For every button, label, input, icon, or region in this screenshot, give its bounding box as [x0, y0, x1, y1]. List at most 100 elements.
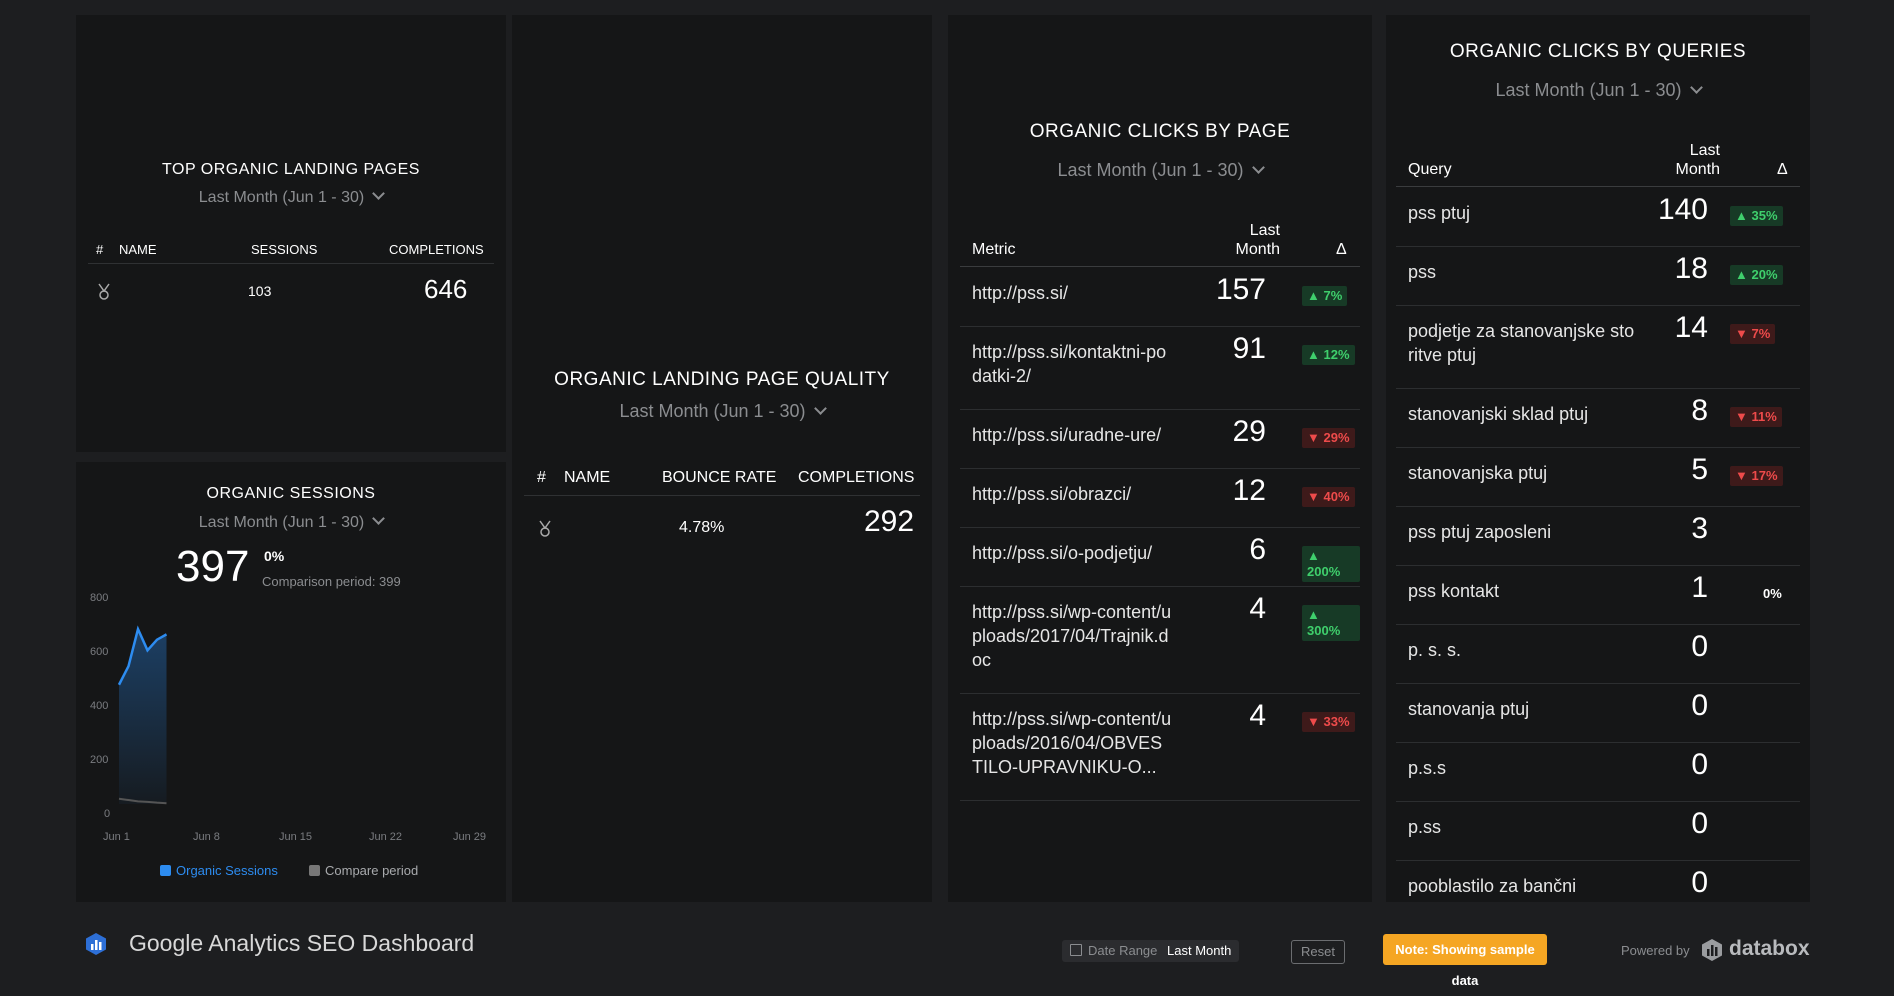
- date-range-control[interactable]: Date Range Last Month: [1062, 940, 1239, 962]
- sessions-value: 103: [248, 283, 271, 299]
- databox-brand[interactable]: databox: [1729, 937, 1810, 961]
- y-tick: 800: [90, 592, 108, 604]
- row-value: 4: [1249, 592, 1266, 626]
- panel-title: TOP ORGANIC LANDING PAGES: [76, 161, 506, 179]
- panel-title: ORGANIC CLICKS BY PAGE: [948, 121, 1372, 143]
- change-badge: ▼ 17%: [1730, 466, 1783, 486]
- col-header-bounce: BOUNCE RATE: [662, 469, 776, 487]
- date-label: Last Month (Jun 1 - 30): [1057, 160, 1243, 180]
- col-header-completions: COMPLETIONS: [389, 242, 484, 257]
- row-label: http://pss.si/: [972, 281, 1172, 305]
- checkbox-icon: [309, 865, 320, 876]
- col-header-delta: Δ: [1777, 161, 1788, 179]
- table-row[interactable]: http://pss.si/obrazci/12▼ 40%: [960, 468, 1360, 528]
- medal-icon: [537, 520, 553, 538]
- table-row[interactable]: stanovanja ptuj 0: [1396, 683, 1800, 743]
- change-badge: ▲ 300%: [1302, 605, 1360, 641]
- row-label: http://pss.si/o-podjetju/: [972, 541, 1172, 565]
- y-tick: 600: [90, 646, 108, 658]
- col-header-month: Month: [1664, 161, 1720, 179]
- series-area: [119, 629, 167, 804]
- panel-title: ORGANIC CLICKS BY QUERIES: [1386, 41, 1810, 63]
- databox-brand-icon: [1701, 938, 1723, 962]
- row-label: pss ptuj zaposleni: [1408, 520, 1638, 544]
- row-value: 0: [1691, 748, 1708, 782]
- col-header-index: #: [537, 469, 546, 487]
- x-tick: Jun 8: [193, 831, 220, 843]
- table-row[interactable]: http://pss.si/157 ▲ 7%: [960, 267, 1360, 327]
- date-selector[interactable]: Last Month (Jun 1 - 30): [76, 514, 506, 532]
- kpi-value: 397: [176, 542, 249, 592]
- table-row[interactable]: http://pss.si/wp-content/uploads/2016/04…: [960, 693, 1360, 801]
- chevron-down-icon: [1252, 161, 1265, 174]
- row-label: stanovanja ptuj: [1408, 697, 1638, 721]
- row-label: http://pss.si/wp-content/uploads/2016/04…: [972, 707, 1172, 779]
- databox-logo-icon: [84, 932, 108, 956]
- legend-compare-period[interactable]: Compare period: [309, 863, 418, 878]
- bounce-value: 4.78%: [679, 519, 724, 537]
- col-header-index: #: [96, 242, 103, 257]
- col-header-metric: Metric: [972, 241, 1016, 259]
- kpi-change: 0%: [264, 548, 284, 564]
- row-label: pss: [1408, 260, 1638, 284]
- legend-organic-sessions[interactable]: Organic Sessions: [160, 863, 278, 878]
- date-range-value: Last Month: [1167, 943, 1231, 958]
- change-badge: ▼ 29%: [1302, 428, 1355, 448]
- row-label: podjetje za stanovanjske storitve ptuj: [1408, 319, 1638, 367]
- row-value: 0: [1691, 689, 1708, 723]
- date-label: Last Month (Jun 1 - 30): [199, 514, 364, 531]
- date-range-label: Date Range: [1088, 943, 1157, 958]
- table-row[interactable]: p. s. s.0: [1396, 624, 1800, 684]
- row-value: 0: [1691, 866, 1708, 900]
- row-label: http://pss.si/uradne-ure/: [972, 423, 1172, 447]
- landing-quality-panel: ORGANIC LANDING PAGE QUALITY Last Month …: [512, 15, 932, 902]
- row-value: 157: [1216, 273, 1266, 307]
- legend-label: Organic Sessions: [176, 863, 278, 878]
- sample-data-note: Note: Showing sample data: [1383, 934, 1547, 965]
- panel-title: ORGANIC LANDING PAGE QUALITY: [512, 369, 932, 391]
- date-selector[interactable]: Last Month (Jun 1 - 30): [1386, 80, 1810, 101]
- row-label: stanovanjski sklad ptuj: [1408, 402, 1638, 426]
- row-label: p. s. s.: [1408, 638, 1638, 662]
- row-value: 18: [1675, 252, 1708, 286]
- row-label: http://pss.si/kontaktni-podatki-2/: [972, 340, 1172, 388]
- col-header-last: Last: [1680, 142, 1720, 160]
- row-value: 4: [1249, 699, 1266, 733]
- reset-button[interactable]: Reset: [1291, 940, 1345, 964]
- date-selector[interactable]: Last Month (Jun 1 - 30): [76, 189, 506, 207]
- powered-by-label: Powered by: [1621, 943, 1690, 958]
- dashboard-title: Google Analytics SEO Dashboard: [129, 930, 474, 957]
- chevron-down-icon: [372, 187, 385, 200]
- change-badge: ▼ 33%: [1302, 712, 1355, 732]
- table-row[interactable]: http://pss.si/uradne-ure/29 ▼ 29%: [960, 409, 1360, 469]
- table-row[interactable]: http://pss.si/o-podjetju/6▲ 200%: [960, 527, 1360, 587]
- date-selector[interactable]: Last Month (Jun 1 - 30): [512, 401, 932, 422]
- x-tick: Jun 15: [279, 831, 312, 843]
- row-value: 0: [1691, 807, 1708, 841]
- row-label: http://pss.si/obrazci/: [972, 482, 1172, 506]
- row-value: 29: [1233, 415, 1266, 449]
- clicks-by-page-rows: http://pss.si/157 ▲ 7% http://pss.si/konta…: [960, 267, 1360, 807]
- y-tick: 200: [90, 754, 108, 766]
- change-badge: ▼ 40%: [1302, 487, 1355, 507]
- checkbox-icon: [160, 865, 171, 876]
- change-badge: ▼ 7%: [1730, 324, 1775, 344]
- table-row[interactable]: http://pss.si/kontaktni-podatki-2/91▲ 12…: [960, 326, 1360, 410]
- row-value: 1: [1691, 571, 1708, 605]
- clicks-by-page-panel: ORGANIC CLICKS BY PAGE Last Month (Jun 1…: [948, 15, 1372, 902]
- date-selector[interactable]: Last Month (Jun 1 - 30): [948, 160, 1372, 181]
- table-row[interactable]: http://pss.si/wp-content/uploads/2017/04…: [960, 586, 1360, 694]
- change-badge: ▲ 7%: [1302, 286, 1347, 306]
- col-header-delta: Δ: [1336, 241, 1347, 259]
